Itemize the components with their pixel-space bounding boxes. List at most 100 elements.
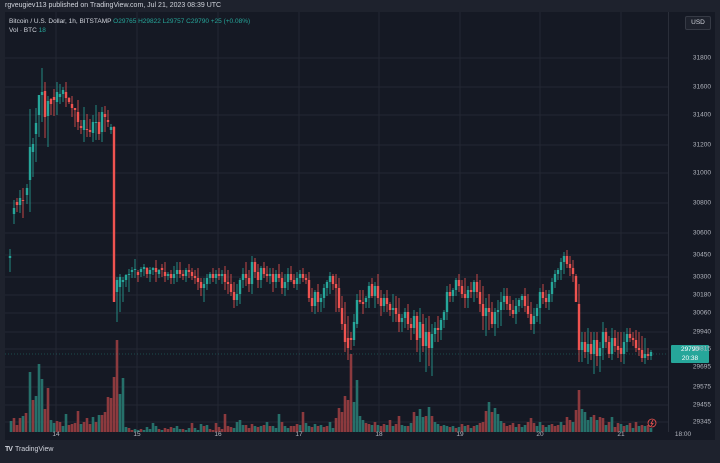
volume-bar (643, 426, 647, 432)
price-axis-label: 31800 (692, 54, 711, 62)
published-header: rgveugiev113 published on TradingView.co… (0, 0, 720, 12)
volume-bar (259, 426, 263, 432)
candle (214, 270, 218, 284)
candle (181, 270, 185, 280)
time-axis[interactable]: 14 15 16 17 18 19 20 21 18:00 (5, 431, 715, 440)
volume-bar (127, 428, 131, 432)
symbol-name[interactable]: Bitcoin / U.S. Dollar, 1h, BITSTAMP (9, 18, 112, 25)
time-axis-label: 15 (133, 431, 141, 438)
candle (583, 332, 587, 358)
candle (334, 274, 338, 312)
candle (625, 328, 629, 352)
volume-bar (622, 426, 626, 432)
volume-bar (514, 427, 518, 432)
volume-bar (382, 424, 386, 432)
volume-bar (511, 423, 515, 432)
volume-bar (349, 354, 353, 432)
candle (148, 267, 152, 282)
candle (76, 100, 80, 130)
volume-bar (412, 412, 416, 432)
volume-bar (433, 422, 437, 432)
volume-bar (424, 416, 428, 432)
candle (313, 290, 317, 314)
volume-bar (31, 400, 35, 432)
volume-bar (454, 428, 458, 432)
price-axis[interactable]: USD 29790 20:38 31800 31600 31400 31200 3100… (669, 12, 715, 432)
currency-label[interactable]: USD (685, 16, 711, 30)
volume-bar (613, 427, 617, 432)
candle (37, 95, 41, 137)
volume-bar (49, 420, 53, 432)
volume-bar (109, 398, 113, 432)
candle (307, 272, 311, 302)
volume-bar (304, 423, 308, 432)
candle (397, 298, 401, 332)
candle (379, 290, 383, 316)
candle (475, 274, 479, 298)
event-marker-icon[interactable] (647, 418, 657, 428)
volume-bar (202, 426, 206, 432)
price-axis-label: 30300 (692, 273, 711, 281)
volume-bar (598, 417, 602, 432)
volume-bar (115, 340, 119, 432)
candle (253, 258, 257, 278)
volume-bar (328, 422, 332, 432)
price-axis-label: 29940 (692, 328, 711, 336)
volume-bar (541, 425, 545, 432)
volume-bar (370, 425, 374, 432)
candle (319, 294, 323, 312)
volume-bar (478, 423, 482, 432)
volume-bar (247, 428, 251, 432)
volume-bar (604, 425, 608, 432)
volume-bar (394, 424, 398, 432)
candle (277, 264, 281, 282)
volume-bar (160, 430, 164, 432)
volume-bar (235, 422, 239, 432)
volume-bar (136, 430, 140, 432)
volume-bar (241, 425, 245, 432)
candle (622, 332, 626, 364)
chart-container[interactable]: Bitcoin / U.S. Dollar, 1h, BITSTAMP O297… (5, 12, 715, 440)
price-axis-label: 30180 (692, 291, 711, 299)
candle (139, 267, 143, 277)
candle (52, 89, 56, 116)
volume-bar (463, 426, 467, 432)
candle (409, 318, 413, 340)
symbol-legend-row: Bitcoin / U.S. Dollar, 1h, BITSTAMP O297… (9, 17, 250, 26)
candlestick-chart[interactable] (5, 12, 668, 432)
candle (160, 264, 164, 277)
candle (178, 262, 182, 278)
volume-bar (217, 427, 221, 432)
candle (184, 268, 188, 282)
candle (460, 280, 464, 298)
candle (550, 278, 554, 302)
chart-plot-area[interactable]: Bitcoin / U.S. Dollar, 1h, BITSTAMP O297… (5, 12, 669, 432)
volume-bar (637, 426, 641, 432)
volume-bar (649, 428, 653, 432)
volume-label[interactable]: Vol · BTC (9, 27, 37, 34)
volume-bar (130, 430, 134, 432)
candle (238, 278, 242, 304)
candle (205, 274, 209, 290)
candle (535, 304, 539, 322)
volume-bar (559, 422, 563, 432)
price-axis-label: 29695 (692, 363, 711, 371)
volume-bar (361, 420, 365, 432)
candle (562, 252, 566, 274)
volume-bar (139, 429, 143, 432)
volume-bar (352, 402, 356, 432)
published-line: rgveugiev113 published on TradingView.co… (5, 2, 222, 9)
volume-bar (154, 426, 158, 432)
price-axis-label: 31600 (692, 83, 711, 91)
volume-bar (124, 427, 128, 432)
candle (340, 296, 344, 330)
last-price: 29790 (680, 346, 700, 353)
footer: TV TradingView (5, 446, 53, 453)
candle (103, 106, 107, 132)
candle (244, 262, 248, 286)
candle (43, 82, 47, 138)
candle (385, 290, 389, 312)
candle (451, 288, 455, 302)
candle (298, 270, 302, 284)
volume-bar (34, 396, 38, 432)
